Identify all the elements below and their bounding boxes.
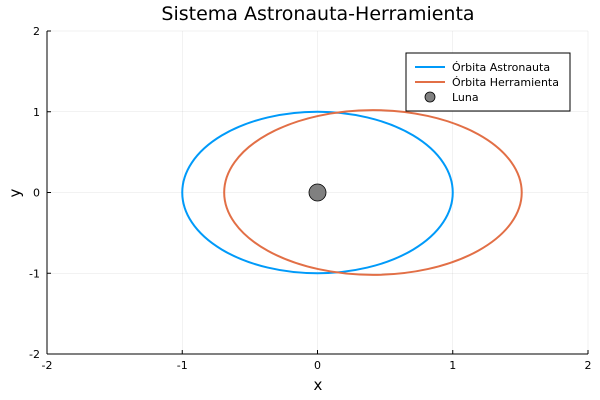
series-line-0 (181, 110, 454, 275)
x-tick-label: 2 (585, 359, 592, 372)
series-line-1 (223, 109, 523, 276)
series-layer (181, 109, 523, 276)
y-tick-label: -2 (29, 348, 40, 361)
x-tick-label: 1 (449, 359, 456, 372)
x-axis-label: x (314, 376, 323, 394)
y-tick-label: 1 (33, 106, 40, 119)
x-tick-label: 0 (314, 359, 321, 372)
x-tick-label: -2 (42, 359, 53, 372)
x-tick-label: -1 (177, 359, 188, 372)
y-tick-label: 2 (33, 25, 40, 38)
legend-label-astronauta: Órbita Astronauta (452, 61, 550, 74)
data-point-0 (308, 183, 327, 202)
y-tick-label: -1 (29, 267, 40, 280)
legend-swatch-luna (424, 91, 436, 103)
points-layer (308, 183, 327, 202)
y-tick-label: 0 (33, 187, 40, 200)
legend-label-luna: Luna (452, 91, 479, 104)
chart-title: Sistema Astronauta-Herramienta (161, 3, 474, 25)
legend: Órbita Astronauta Órbita Herramienta Lun… (405, 52, 571, 112)
ticks: -2 -1 0 1 2 -2 -1 0 1 2 (29, 25, 591, 372)
legend-label-herramienta: Órbita Herramienta (452, 76, 559, 89)
y-axis-label: y (6, 188, 24, 197)
